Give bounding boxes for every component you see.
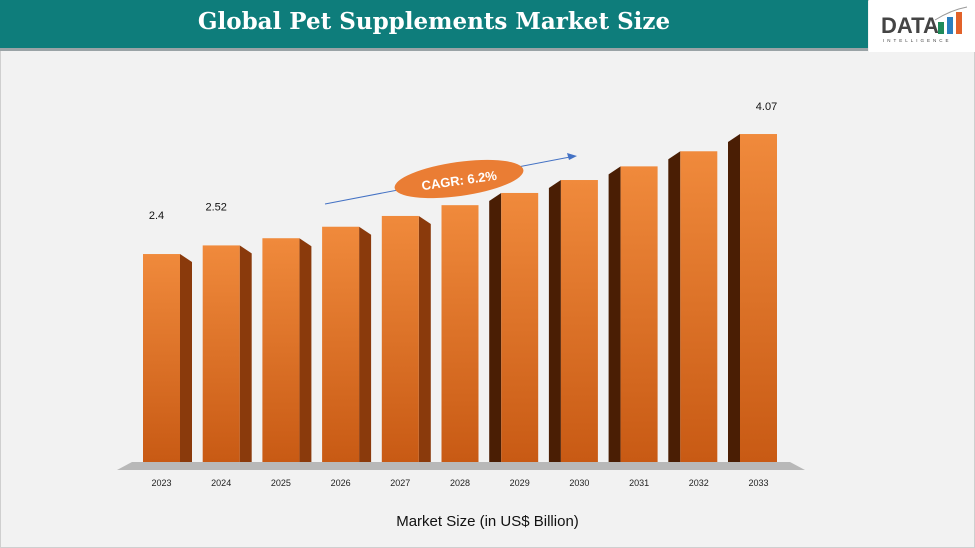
x-tick-label-2028: 2028 (450, 478, 470, 488)
x-axis-title: Market Size (in US$ Billion) (396, 513, 579, 530)
data-label-2033: 4.07 (756, 101, 777, 113)
bar-2027 (381, 215, 419, 462)
x-tick-label-2032: 2032 (689, 478, 709, 488)
bar-side-2026 (359, 226, 372, 462)
bar-2028 (441, 205, 479, 462)
data-label-2024: 2.52 (205, 201, 226, 213)
data-label-2023: 2.4 (149, 210, 164, 222)
x-tick-label-2030: 2030 (569, 478, 589, 488)
logo-text: DATA (881, 13, 939, 38)
data-intelligence-logo: DATA INTELLIGENCE (869, 0, 975, 52)
bar-2023 (143, 254, 180, 462)
bar-side-2030 (548, 180, 561, 462)
x-tick-label-2025: 2025 (271, 478, 291, 488)
cagr-callout (394, 159, 524, 199)
bar-2032 (680, 151, 718, 463)
bar-2031 (620, 166, 658, 462)
bar-2033 (740, 134, 777, 463)
bar-2026 (322, 226, 360, 462)
cagr-arrowhead (567, 153, 577, 160)
bar-side-2024 (239, 245, 252, 462)
bar-2024 (202, 245, 240, 462)
bar-side-2033 (728, 134, 740, 463)
bar-2029 (501, 192, 539, 462)
bar-side-2032 (668, 151, 681, 463)
page-title: Global Pet Supplements Market Size (197, 8, 671, 35)
bar-2030 (560, 180, 598, 462)
bar-side-2025 (299, 238, 312, 462)
bar-2025 (262, 238, 300, 462)
x-tick-label-2031: 2031 (629, 478, 649, 488)
bar-side-2027 (418, 215, 431, 462)
x-tick-label-2023: 2023 (151, 478, 171, 488)
x-tick-label-2026: 2026 (331, 478, 351, 488)
logo-subtext: INTELLIGENCE (883, 38, 952, 43)
x-tick-label-2027: 2027 (390, 478, 410, 488)
x-tick-label-2024: 2024 (211, 478, 231, 488)
bar-side-2031 (608, 166, 621, 462)
bar-side-2023 (180, 254, 192, 462)
chart-floor (117, 462, 805, 470)
x-tick-label-2033: 2033 (748, 478, 768, 488)
bar-side-2029 (489, 192, 502, 462)
title-banner: Global Pet Supplements Market Size (0, 0, 868, 51)
x-tick-label-2029: 2029 (510, 478, 530, 488)
